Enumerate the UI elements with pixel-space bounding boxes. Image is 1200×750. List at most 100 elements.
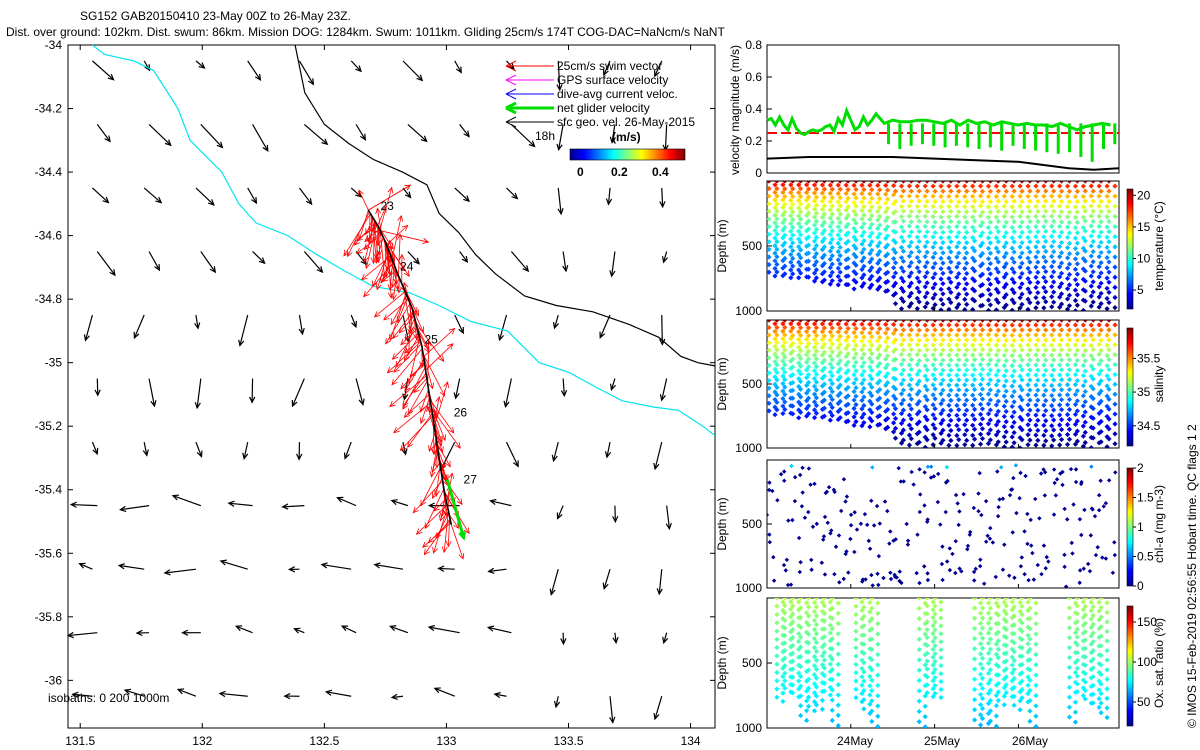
profile-point: [821, 181, 827, 184]
geo-arrow-shaft: [350, 187, 362, 198]
profile-point: [867, 347, 873, 353]
profile-point: [836, 533, 842, 538]
profile-point: [948, 437, 954, 444]
profile-point: [948, 427, 954, 434]
profile-point: [786, 518, 791, 523]
profile-point: [1106, 396, 1112, 402]
profile-point: [1074, 292, 1080, 298]
profile-point: [1098, 478, 1103, 483]
profile-point: [796, 415, 802, 421]
profile-point: [995, 612, 1001, 618]
profile-point: [970, 372, 976, 378]
profile-point: [1062, 506, 1067, 512]
profile-point: [1074, 357, 1080, 364]
profile-point: [1041, 422, 1047, 428]
profile-point: [1088, 303, 1094, 309]
profile-point: [995, 198, 1001, 204]
profile-point: [788, 259, 794, 265]
profile-point: [900, 238, 907, 244]
geo-arrow: [560, 632, 567, 646]
profile-point: [995, 358, 1001, 364]
profile-point: [877, 343, 883, 349]
profile-point: [869, 418, 875, 424]
profile-point: [1080, 614, 1086, 621]
profile-point: [829, 605, 835, 611]
profile-point: [962, 372, 968, 378]
profile-point: [1057, 233, 1063, 240]
swim-arrow-head: [355, 247, 363, 255]
profile-point: [837, 333, 843, 339]
profile-point: [772, 351, 778, 357]
profile-point: [922, 332, 928, 338]
geo-arrow-head: [489, 498, 497, 506]
profile-point: [1049, 352, 1055, 358]
time-axis: 24May 25May 26May: [837, 734, 1048, 748]
swim-arrow: [361, 255, 391, 281]
profile-point: [914, 352, 920, 358]
profile-point: [971, 357, 978, 363]
profile-point: [1088, 223, 1094, 229]
profile-point: [1003, 271, 1009, 277]
profile-point: [993, 392, 999, 398]
swim-vectors: [343, 184, 470, 560]
profile-point: [1003, 261, 1009, 267]
profile-point: [1043, 279, 1049, 285]
profile-point: [1072, 297, 1079, 304]
profile-point: [898, 391, 905, 397]
profile-point: [940, 357, 946, 363]
oxygen-section-points: [774, 598, 1110, 728]
profile-point: [790, 263, 796, 269]
profile-point: [964, 181, 970, 184]
profile-point: [1074, 337, 1080, 343]
swim-arrow: [409, 364, 426, 377]
profile-point: [788, 244, 794, 250]
profile-point: [930, 342, 936, 348]
geo-arrow: [200, 124, 224, 149]
profile-point: [796, 275, 802, 281]
profile-point: [861, 351, 867, 357]
profile-point: [1027, 239, 1033, 245]
chla-section-frame: [766, 459, 1120, 589]
profile-point: [835, 408, 841, 415]
profile-point: [1017, 383, 1023, 390]
profile-point: [970, 255, 976, 261]
profile-point: [916, 279, 922, 285]
profile-point: [946, 402, 952, 408]
profile-point: [930, 362, 936, 368]
profile-point: [940, 181, 946, 184]
profile-point: [971, 188, 978, 194]
profile-point: [1088, 658, 1094, 664]
profile-point: [853, 237, 859, 243]
profile-point: [1017, 254, 1023, 260]
profile-point: [892, 366, 899, 372]
profile-point: [798, 255, 804, 261]
profile-point: [1033, 432, 1039, 438]
profile-point: [1039, 571, 1044, 577]
profile-point: [837, 382, 843, 388]
profile-point: [1030, 550, 1035, 556]
profile-point: [821, 186, 827, 192]
profile-point: [922, 631, 928, 637]
profile-point: [1011, 249, 1017, 255]
geo-arrow-head: [144, 64, 151, 72]
swim-arrow: [425, 339, 432, 384]
profile-point: [1072, 235, 1079, 241]
profile-point: [811, 190, 818, 196]
profile-point: [780, 358, 786, 364]
profile-point: [835, 257, 841, 263]
profile-point: [946, 412, 952, 418]
profile-point: [906, 193, 913, 199]
profile-point: [1096, 661, 1102, 667]
profile-point: [962, 193, 968, 200]
profile-point: [885, 269, 891, 275]
swim-arrow-shaft: [417, 330, 430, 353]
profile-point: [883, 347, 889, 354]
profile-point: [946, 442, 952, 448]
profile-point: [932, 356, 938, 363]
profile-point: [1096, 371, 1102, 377]
profile-point: [962, 204, 968, 210]
profile-point: [977, 401, 984, 408]
swim-arrow-shaft: [420, 397, 431, 424]
profile-point: [1090, 346, 1096, 353]
profile-point: [774, 694, 780, 700]
